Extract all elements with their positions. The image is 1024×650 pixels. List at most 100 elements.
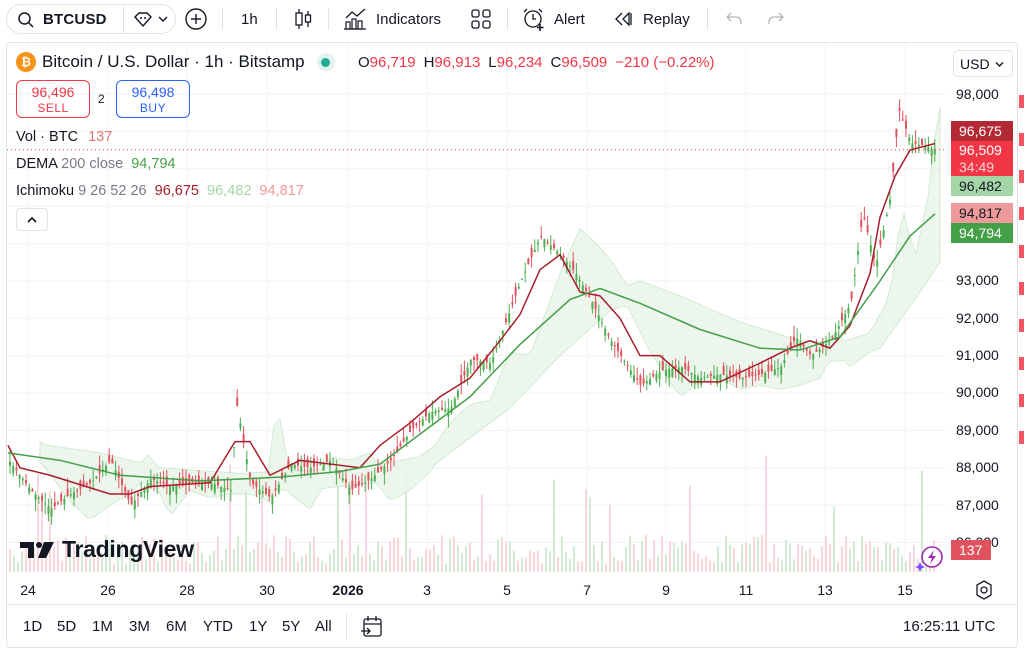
add-symbol-icon[interactable]: [184, 7, 208, 31]
candles-chart-type-icon[interactable]: [293, 8, 313, 30]
dema-params: 200 close: [61, 156, 124, 172]
volume-price-tag: 137: [951, 540, 991, 560]
ichimoku-conversion-price-tag: 96,675: [951, 121, 1013, 141]
range-1d-button[interactable]: 1D: [23, 618, 43, 635]
edge-mark: [1019, 133, 1024, 146]
go-to-date-calendar-icon[interactable]: [361, 615, 383, 639]
chart-settings-hex-icon[interactable]: [975, 580, 993, 600]
symbol-name[interactable]: BTCUSD: [43, 11, 107, 28]
time-axis-year-label: 2026: [332, 582, 364, 598]
replay-rewind-icon: [615, 11, 632, 27]
edge-mark: [1019, 357, 1024, 370]
toolbar-divider: [507, 8, 508, 30]
close-key: C: [550, 54, 562, 71]
dema-name: DEMA: [16, 156, 58, 172]
range-ytd-button[interactable]: YTD: [203, 618, 233, 635]
indicators-icon: [344, 8, 366, 30]
time-axis-label: 5: [503, 582, 511, 598]
ohlc-values: O 96,719 H 96,913 L 96,234 C 96,509 −210 (−0…: [358, 54, 723, 71]
range-divider: [346, 614, 347, 640]
time-axis-label: 15: [897, 582, 913, 598]
sell-price: 96,496: [31, 84, 75, 100]
range-1m-button[interactable]: 1M: [92, 618, 113, 635]
chevron-down-icon[interactable]: [157, 13, 169, 25]
price-axis-label: 98,000: [956, 86, 999, 102]
edge-mark: [1019, 431, 1024, 444]
last-price-value: 96,509: [959, 142, 1002, 158]
sell-button[interactable]: 96,496 SELL: [16, 80, 90, 118]
last-price-tag: 96,509 34:49: [951, 141, 1013, 177]
edge-mark: [1019, 170, 1024, 183]
ichimoku-span-a-value: 96,482: [207, 183, 252, 199]
undo-icon[interactable]: [725, 11, 743, 27]
utc-clock[interactable]: 16:25:11 UTC: [903, 618, 996, 635]
high-key: H: [423, 54, 435, 71]
dema-indicator-legend[interactable]: DEMA 200 close 94,794: [16, 156, 176, 172]
open-key: O: [358, 54, 370, 71]
buy-label: BUY: [139, 101, 167, 115]
volume-value: 137: [88, 129, 113, 145]
time-axis-label: 13: [817, 582, 833, 598]
price-chart-canvas[interactable]: [7, 43, 947, 573]
price-axis-label: 90,000: [956, 384, 999, 400]
time-axis-label: 24: [20, 582, 36, 598]
time-axis-label: 9: [662, 582, 670, 598]
ichimoku-indicator-legend[interactable]: Ichimoku 9 26 52 26 96,675 96,482 94,817: [16, 183, 304, 199]
open-value: 96,719: [369, 54, 416, 71]
edge-mark: [1019, 95, 1024, 108]
legend-title: Bitcoin / U.S. Dollar · 1h · Bitstamp: [42, 52, 305, 71]
edge-mark: [1019, 245, 1024, 258]
volume-indicator-legend[interactable]: Vol · BTC 137: [16, 129, 112, 145]
bitcoin-logo-icon: ₿: [16, 52, 36, 72]
top-toolbar: BTCUSD 1h Indicators Alert Replay: [0, 0, 1024, 38]
search-icon: [18, 12, 34, 28]
edge-mark: [1019, 394, 1024, 407]
sell-label: SELL: [37, 101, 69, 115]
buy-button[interactable]: 96,498 BUY: [116, 80, 190, 118]
range-1y-button[interactable]: 1Y: [249, 618, 268, 635]
ichimoku-span-a-price-tag: 96,482: [951, 176, 1013, 196]
alert-label: Alert: [554, 10, 585, 28]
tradingview-logo[interactable]: TradingView: [20, 536, 194, 563]
symbol-legend[interactable]: ₿ Bitcoin / U.S. Dollar · 1h · Bitstamp: [16, 52, 335, 72]
tradingview-logo-icon: [20, 541, 54, 558]
edge-mark: [1019, 282, 1024, 295]
ai-lightning-icon[interactable]: [914, 545, 946, 573]
time-axis-label: 28: [179, 582, 195, 598]
redo-icon[interactable]: [767, 11, 785, 27]
collapse-legend-button[interactable]: [16, 208, 48, 231]
range-all-button[interactable]: All: [315, 618, 332, 635]
dema-price-tag: 94,794: [951, 223, 1013, 243]
edge-mark: [1019, 319, 1024, 332]
symbol-search-pill[interactable]: BTCUSD: [6, 4, 176, 34]
replay-label: Replay: [643, 10, 690, 28]
high-value: 96,913: [434, 54, 481, 71]
price-axis-label: 93,000: [956, 272, 999, 288]
range-3m-button[interactable]: 3M: [129, 618, 150, 635]
currency-select[interactable]: USD: [953, 50, 1013, 77]
time-axis-label: 7: [583, 582, 591, 598]
time-axis-label: 3: [423, 582, 431, 598]
low-key: L: [488, 54, 497, 71]
close-value: 96,509: [561, 54, 608, 71]
chevron-up-icon: [27, 216, 37, 223]
indicators-button[interactable]: Indicators: [344, 0, 441, 38]
replay-button[interactable]: Replay: [613, 0, 690, 38]
range-5y-button[interactable]: 5Y: [282, 618, 301, 635]
price-axis-label: 89,000: [956, 422, 999, 438]
buy-price: 96,498: [131, 84, 175, 100]
tradingview-logo-text: TradingView: [62, 536, 194, 562]
range-5d-button[interactable]: 5D: [57, 618, 77, 635]
bar-countdown: 34:49: [959, 159, 995, 175]
range-6m-button[interactable]: 6M: [166, 618, 187, 635]
gem-icon[interactable]: [133, 12, 153, 28]
alert-button[interactable]: Alert: [522, 0, 585, 38]
layouts-grid-icon[interactable]: [471, 9, 491, 29]
spread-value: 2: [98, 92, 105, 106]
interval-button[interactable]: 1h: [241, 10, 258, 28]
ichimoku-conversion-value: 96,675: [154, 183, 199, 199]
volume-name: Vol · BTC: [16, 129, 79, 145]
market-open-status-icon: [316, 53, 335, 71]
ichimoku-name: Ichimoku: [16, 183, 75, 199]
edge-mark: [1019, 207, 1024, 220]
